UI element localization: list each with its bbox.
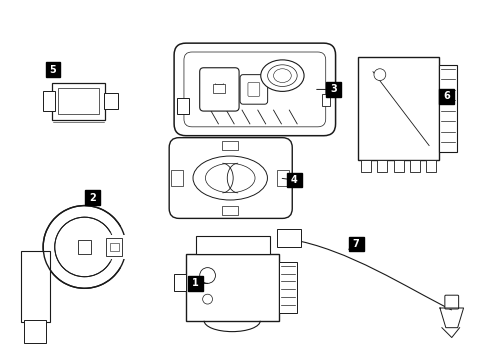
FancyBboxPatch shape xyxy=(109,243,118,251)
Bar xyxy=(104,93,118,109)
Bar xyxy=(277,229,301,247)
FancyBboxPatch shape xyxy=(174,43,335,136)
Bar xyxy=(358,57,438,160)
FancyBboxPatch shape xyxy=(169,138,292,219)
FancyBboxPatch shape xyxy=(20,251,50,322)
Circle shape xyxy=(43,206,125,288)
FancyBboxPatch shape xyxy=(188,276,203,291)
FancyBboxPatch shape xyxy=(222,206,238,215)
FancyBboxPatch shape xyxy=(247,82,259,96)
FancyBboxPatch shape xyxy=(106,238,122,256)
Text: 3: 3 xyxy=(329,84,336,94)
Bar xyxy=(425,160,435,172)
Text: 1: 1 xyxy=(192,278,199,288)
Ellipse shape xyxy=(260,60,304,91)
FancyBboxPatch shape xyxy=(52,82,105,120)
FancyBboxPatch shape xyxy=(444,295,458,309)
Text: 5: 5 xyxy=(49,65,56,75)
Ellipse shape xyxy=(267,65,297,86)
FancyBboxPatch shape xyxy=(45,62,60,77)
FancyBboxPatch shape xyxy=(171,170,183,186)
FancyBboxPatch shape xyxy=(85,190,100,205)
FancyBboxPatch shape xyxy=(439,89,453,104)
Ellipse shape xyxy=(273,69,291,82)
Circle shape xyxy=(55,217,114,277)
FancyBboxPatch shape xyxy=(58,89,99,114)
Bar xyxy=(393,160,403,172)
Text: 7: 7 xyxy=(352,239,359,249)
Circle shape xyxy=(373,69,385,81)
Bar xyxy=(409,160,419,172)
FancyBboxPatch shape xyxy=(286,172,301,188)
Text: 2: 2 xyxy=(89,193,96,203)
Bar xyxy=(279,262,297,313)
Bar xyxy=(43,91,55,111)
Bar xyxy=(174,274,185,291)
FancyBboxPatch shape xyxy=(348,237,363,251)
FancyBboxPatch shape xyxy=(78,240,91,254)
Circle shape xyxy=(199,267,215,283)
FancyBboxPatch shape xyxy=(177,98,188,114)
FancyBboxPatch shape xyxy=(325,82,340,97)
Bar xyxy=(438,65,456,152)
FancyBboxPatch shape xyxy=(24,320,46,343)
Bar xyxy=(195,236,269,254)
FancyBboxPatch shape xyxy=(277,170,289,186)
Bar xyxy=(213,84,225,93)
Bar xyxy=(361,160,370,172)
Bar xyxy=(185,254,279,321)
FancyBboxPatch shape xyxy=(240,75,267,104)
FancyBboxPatch shape xyxy=(199,68,239,111)
Bar xyxy=(321,94,329,106)
FancyBboxPatch shape xyxy=(183,52,325,127)
Text: 4: 4 xyxy=(290,175,297,185)
FancyBboxPatch shape xyxy=(222,141,238,150)
Bar xyxy=(377,160,386,172)
Circle shape xyxy=(202,294,212,304)
Text: 6: 6 xyxy=(443,91,449,101)
Ellipse shape xyxy=(193,156,267,200)
Ellipse shape xyxy=(205,163,255,193)
Bar xyxy=(97,235,134,259)
